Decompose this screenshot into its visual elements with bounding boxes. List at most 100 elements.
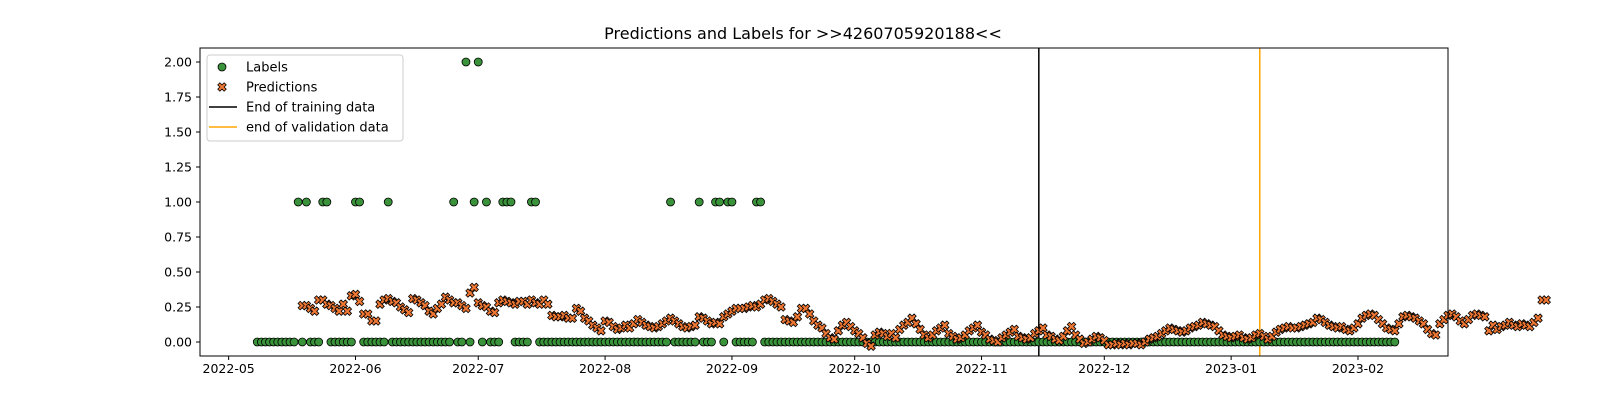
label-point [747, 337, 757, 347]
legend-item-predictions: Predictions [217, 81, 318, 96]
x-tick-label: 2023-01 [1205, 361, 1257, 376]
legend-item-end-of-training: End of training data [209, 101, 375, 116]
x-tick-label: 2022-10 [829, 361, 881, 376]
label-point [379, 337, 389, 347]
prediction-point [334, 306, 344, 317]
prediction-point [776, 302, 786, 312]
x-tick-label: 2022-06 [329, 361, 381, 376]
x-tick-label: 2022-09 [706, 361, 758, 376]
prediction-point [866, 341, 876, 352]
reference-lines [1038, 48, 1261, 356]
legend-predictions-marker [217, 82, 227, 92]
label-point [707, 337, 716, 347]
prediction-point [1533, 313, 1543, 324]
label-point [666, 197, 675, 207]
y-tick-label: 1.75 [164, 90, 192, 105]
label-point [293, 197, 303, 207]
prediction-point [1009, 324, 1020, 335]
prediction-point [489, 307, 500, 318]
prediction-point [792, 311, 803, 322]
prediction-point [354, 296, 365, 307]
label-point [494, 337, 504, 347]
label-point [301, 197, 311, 207]
prediction-point [436, 299, 447, 310]
label-point [322, 197, 332, 207]
label-point [449, 197, 459, 207]
y-tick-label: 0.25 [164, 300, 192, 315]
prediction-point [362, 309, 373, 319]
prediction-point [469, 282, 479, 293]
label-point [1390, 337, 1400, 347]
y-tick-label: 0.00 [164, 335, 192, 350]
prediction-point [1066, 321, 1077, 332]
label-point [756, 197, 765, 207]
label-point [297, 337, 307, 347]
legend-label: End of training data [246, 101, 375, 116]
label-point [522, 337, 532, 347]
prediction-point [1541, 295, 1552, 305]
y-tick-label: 1.50 [164, 125, 192, 140]
y-tick-label: 2.00 [164, 55, 192, 70]
prediction-point [1390, 325, 1400, 336]
predictions-series [297, 282, 1552, 352]
label-point [715, 197, 725, 207]
prediction-point [342, 306, 353, 317]
y-tick-label: 0.75 [164, 230, 192, 245]
label-point [694, 197, 704, 207]
x-tick-label: 2023-02 [1332, 361, 1384, 376]
label-point [662, 337, 671, 347]
x-tick-label: 2022-12 [1078, 361, 1130, 376]
y-tick-label: 1.25 [164, 160, 192, 175]
prediction-point [1480, 311, 1490, 322]
y-tick-label: 0.50 [164, 265, 192, 280]
legend-label: end of validation data [246, 121, 389, 136]
label-point [469, 197, 479, 207]
label-point [727, 197, 737, 207]
prediction-point [575, 306, 586, 317]
legend-item-end-of-validation: end of validation data [209, 121, 389, 136]
chart-title: Predictions and Labels for >>42607059201… [604, 24, 1002, 43]
label-point [482, 197, 491, 207]
prediction-point [403, 307, 414, 318]
prediction-point [309, 306, 320, 317]
label-point [346, 337, 356, 347]
x-tick-label: 2022-07 [452, 361, 504, 376]
y-tick-label: 1.00 [164, 195, 192, 210]
label-point [465, 337, 475, 347]
prediction-point [804, 309, 815, 319]
label-point [383, 197, 393, 207]
prediction-point [1430, 330, 1441, 340]
x-tick-label: 2022-08 [579, 361, 631, 376]
label-point [445, 337, 455, 347]
prediction-point [461, 303, 471, 314]
label-point [461, 57, 471, 67]
prediction-point [972, 320, 983, 331]
x-axis: 2022-05 2022-06 2022-07 2022-08 2022-09 2022-… [203, 356, 1384, 376]
label-point [506, 197, 516, 207]
legend-labels-marker [217, 62, 227, 72]
label-point [457, 337, 467, 347]
legend-box [206, 54, 404, 142]
label-point [314, 337, 324, 347]
prediction-point [371, 316, 381, 326]
prediction-point [714, 318, 725, 329]
x-tick-label: 2022-05 [203, 361, 255, 376]
label-point [473, 57, 483, 67]
prediction-point [596, 325, 606, 336]
y-axis: 0.00 0.25 0.50 0.75 1.00 1.25 1.50 1.75 2.00 [164, 55, 200, 350]
prediction-point [890, 332, 901, 343]
label-point [690, 337, 700, 347]
label-point [477, 337, 487, 347]
legend-label: Predictions [246, 81, 318, 96]
prediction-point [338, 299, 349, 310]
legend-label: Labels [246, 61, 288, 76]
prediction-point [690, 320, 700, 331]
label-point [355, 197, 364, 207]
prediction-point [829, 334, 840, 345]
legend: Labels Predictions End of training data end… [206, 54, 404, 142]
label-point [289, 337, 299, 347]
x-tick-label: 2022-11 [955, 361, 1007, 376]
prediction-point [1394, 318, 1404, 329]
prediction-point [350, 289, 361, 300]
